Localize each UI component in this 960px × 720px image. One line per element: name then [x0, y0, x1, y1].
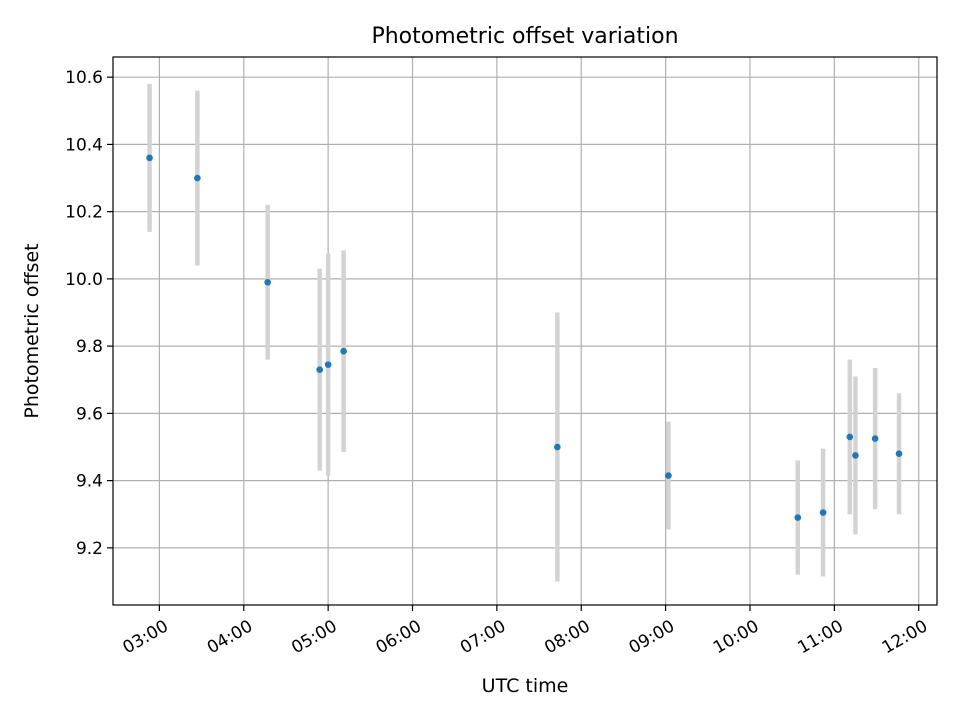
plot-area-frame: [112, 56, 938, 606]
y-tick-label: 10.4: [65, 135, 103, 155]
chart-title: Photometric offset variation: [371, 24, 678, 49]
data-point: [665, 472, 672, 479]
y-axis-label: Photometric offset: [21, 243, 43, 418]
y-tick-label: 10.0: [65, 270, 103, 290]
y-axis-ticks: 9.2 9.4 9.6 9.8 10.0 10.2 10.4 10.6: [65, 68, 113, 559]
data-point: [146, 154, 153, 162]
y-tick-label: 9.2: [76, 539, 103, 559]
data-point: [819, 509, 827, 516]
grid-lines: [113, 57, 937, 605]
data-point: [340, 347, 347, 355]
y-tick-label: 10.2: [65, 203, 103, 223]
data-point: [324, 361, 332, 368]
y-tick-label: 9.4: [76, 472, 103, 492]
data-points: [146, 154, 903, 521]
data-point: [846, 433, 854, 441]
data-point: [264, 278, 271, 286]
data-point: [852, 452, 859, 459]
data-point: [316, 366, 324, 373]
y-tick-label: 9.8: [76, 337, 103, 357]
x-axis-label: UTC time: [482, 675, 569, 697]
data-point: [871, 435, 879, 442]
y-tick-label: 10.6: [65, 68, 103, 88]
data-point: [194, 174, 201, 182]
data-point: [794, 514, 802, 521]
data-point: [895, 450, 903, 458]
data-point: [554, 443, 561, 451]
y-tick-label: 9.6: [76, 404, 103, 424]
